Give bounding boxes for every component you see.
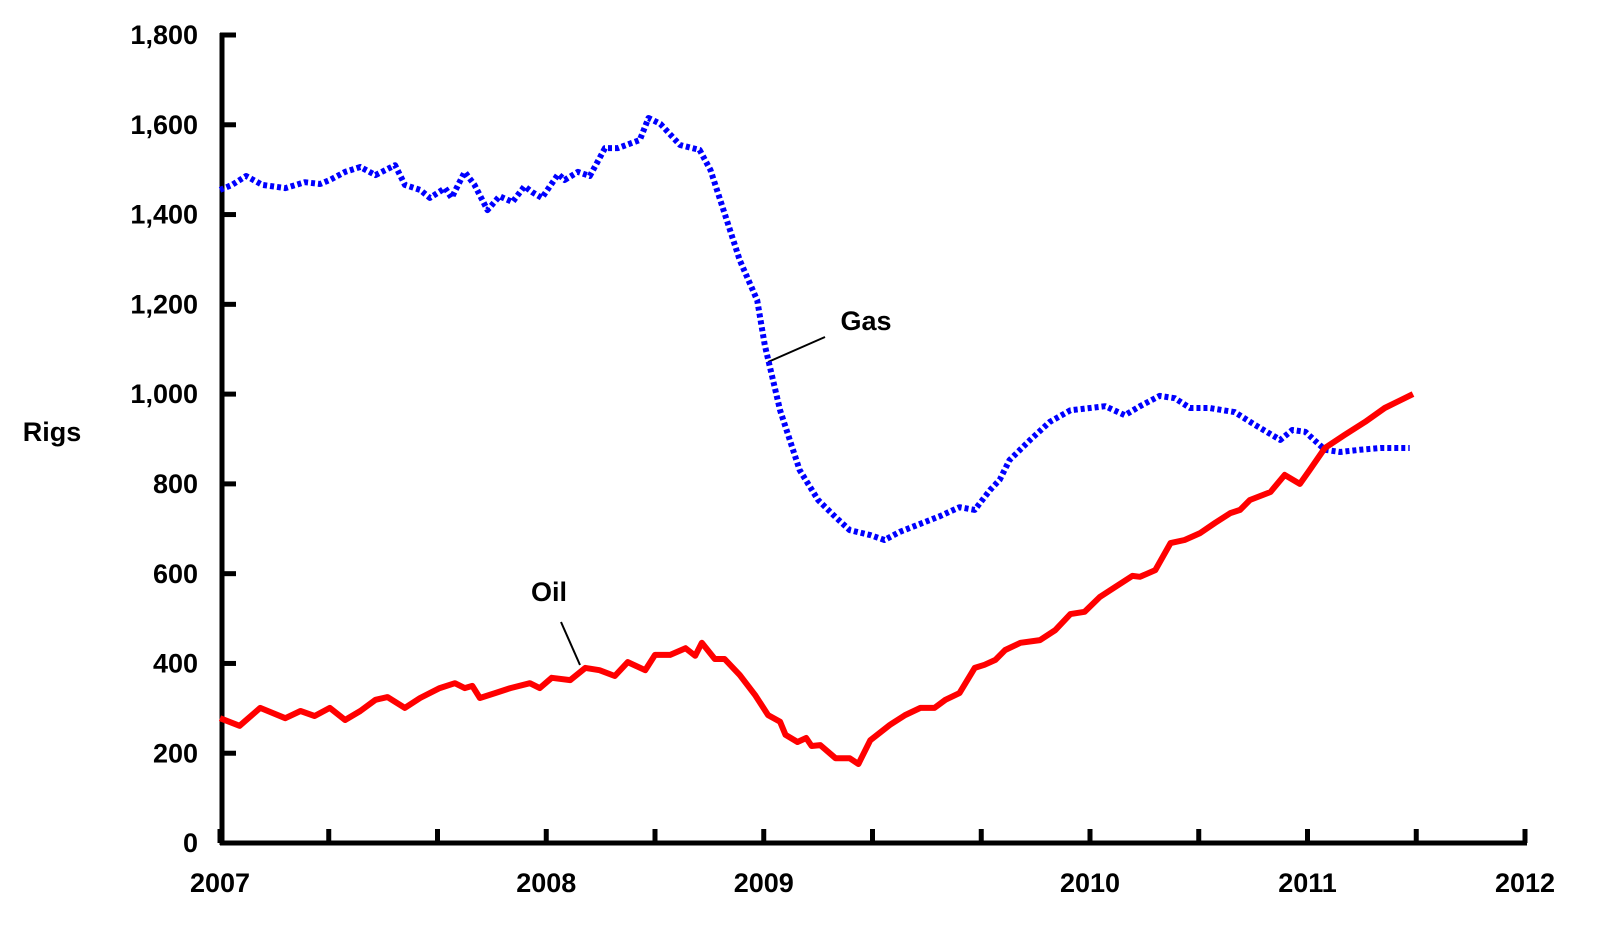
- y-tick-label: 800: [153, 469, 198, 499]
- y-tick-label: 1,400: [130, 200, 198, 230]
- y-tick-label: 200: [153, 738, 198, 768]
- y-axis-label: Rigs: [23, 417, 82, 447]
- y-tick-label: 1,000: [130, 379, 198, 409]
- series-label: Oil: [531, 577, 567, 607]
- gas-leader: [767, 336, 826, 363]
- x-tick-label: 2012: [1495, 868, 1555, 898]
- series-line: [218, 391, 1415, 767]
- y-tick-label: 1,600: [130, 110, 198, 140]
- y-tick-label: 1,200: [130, 289, 198, 319]
- x-tick-label: 2009: [734, 868, 794, 898]
- series-line: [218, 115, 1410, 543]
- x-tick-label: 2010: [1060, 868, 1120, 898]
- oil-leader: [560, 621, 581, 666]
- y-tick-label: 400: [153, 649, 198, 679]
- y-tick-label: 0: [183, 828, 198, 858]
- y-tick-label: 1,800: [130, 20, 198, 50]
- x-tick-label: 2011: [1278, 868, 1337, 898]
- y-tick-label: 600: [153, 559, 198, 589]
- x-tick-label: 2008: [516, 868, 576, 898]
- x-tick-label: 2007: [190, 868, 250, 898]
- series-label: Gas: [840, 306, 891, 336]
